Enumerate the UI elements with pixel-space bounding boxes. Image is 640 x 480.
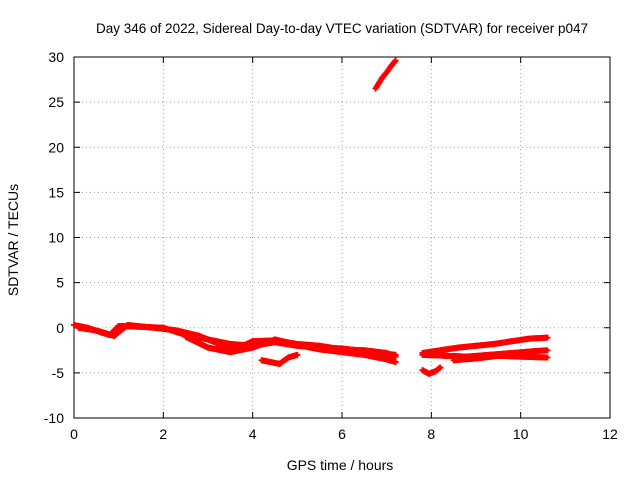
- series-track-i: [450, 352, 551, 364]
- y-tick-label: 20: [48, 139, 64, 155]
- x-tick-label: 0: [70, 426, 78, 442]
- data-point: [437, 364, 444, 371]
- data-point: [392, 57, 399, 64]
- y-axis-label: SDTVAR / TECUs: [5, 184, 21, 296]
- y-tick-label: -5: [52, 365, 65, 381]
- y-tick-label: 25: [48, 94, 64, 110]
- series-track-e: [372, 57, 399, 92]
- chart-title: Day 346 of 2022, Sidereal Day-to-day VTE…: [96, 21, 588, 36]
- y-tick-label: 30: [48, 49, 64, 65]
- data-point: [544, 334, 551, 341]
- y-tick-label: -10: [44, 410, 64, 426]
- data-point: [392, 353, 399, 360]
- y-tick-label: 10: [48, 230, 64, 246]
- x-tick-label: 6: [338, 426, 346, 442]
- x-tick-label: 12: [602, 426, 618, 442]
- y-tick-label: 15: [48, 184, 64, 200]
- y-tick-label: 5: [56, 275, 64, 291]
- data-point: [544, 347, 551, 354]
- x-axis-label: GPS time / hours: [287, 457, 394, 473]
- series-track-c: [182, 333, 399, 366]
- data-points: [71, 57, 551, 377]
- x-tick-label: 8: [427, 426, 435, 442]
- data-point: [392, 359, 399, 366]
- y-tick-label: 0: [56, 320, 64, 336]
- data-point: [294, 351, 301, 358]
- x-tick-label: 10: [513, 426, 529, 442]
- series-track-f: [419, 364, 444, 377]
- data-point: [544, 354, 551, 361]
- x-tick-label: 2: [159, 426, 167, 442]
- axis-ticks: 0 2 4 6 8 10 12 -10 -5 0 5 10 15 20 25 30: [44, 49, 618, 442]
- series-track-d: [258, 351, 301, 367]
- x-tick-label: 4: [249, 426, 257, 442]
- grid: [74, 57, 610, 418]
